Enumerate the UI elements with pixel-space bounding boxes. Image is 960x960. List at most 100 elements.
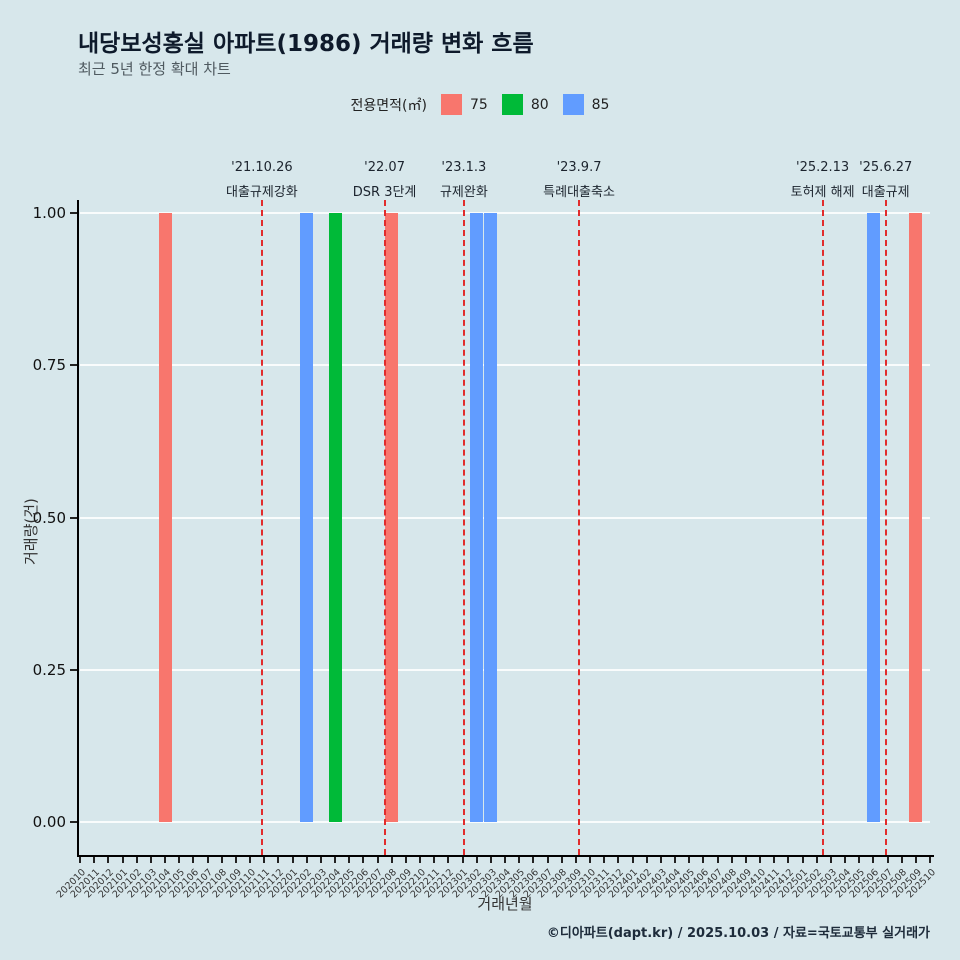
x-tick-mark [121, 857, 124, 863]
legend-item-label: 75 [469, 96, 488, 113]
event-desc: 특례대출축소 [543, 185, 615, 200]
x-tick-mark [447, 857, 450, 863]
event-line [578, 200, 581, 855]
x-tick-mark [617, 857, 620, 863]
x-tick-mark [829, 857, 832, 863]
x-tick-mark [858, 857, 861, 863]
x-tick-mark [744, 857, 747, 863]
event-desc: 규제완화 [439, 185, 488, 200]
x-tick-mark [560, 857, 563, 863]
legend-item-80: 80 [501, 94, 549, 115]
x-tick-mark [319, 857, 322, 863]
y-tick-label: 0.00 [32, 813, 66, 831]
legend-swatch-icon [440, 94, 462, 115]
x-tick-mark [107, 857, 110, 863]
y-tick-mark [70, 668, 78, 671]
x-tick-mark [518, 857, 521, 863]
y-tick-label: 0.50 [32, 508, 66, 527]
y-tick-mark [70, 212, 78, 214]
event-line [462, 200, 465, 855]
x-tick-mark [433, 857, 436, 863]
x-tick-mark [475, 857, 478, 863]
x-tick-mark [589, 857, 591, 863]
bar-202302-85 [470, 213, 484, 822]
event-line [383, 200, 386, 855]
x-tick-mark [249, 857, 251, 863]
x-axis-label: 거래년월 [477, 895, 533, 913]
legend-swatch-icon [562, 94, 584, 115]
x-tick-mark [787, 857, 790, 863]
x-tick-mark [79, 857, 81, 863]
event-line [260, 200, 263, 855]
legend-item-75: 75 [440, 94, 488, 115]
x-tick-mark [674, 857, 676, 863]
x-tick-mark [929, 857, 931, 863]
event-date: '25.6.27 [859, 160, 913, 175]
legend-item-label: 80 [530, 96, 549, 113]
gridline [80, 821, 930, 823]
x-tick-mark [730, 857, 733, 863]
x-tick-mark [532, 857, 535, 863]
x-tick-mark [419, 857, 421, 863]
x-tick-mark [844, 857, 846, 863]
event-line [821, 200, 824, 855]
x-tick-mark [362, 857, 365, 863]
x-tick-mark [390, 857, 393, 863]
x-tick-mark [192, 857, 195, 863]
x-tick-mark [659, 857, 662, 863]
x-tick-mark [489, 857, 492, 863]
chart-subtitle: 최근 5년 한정 확대 차트 [78, 60, 231, 78]
x-tick-mark [348, 857, 351, 863]
y-tick-label: 0.25 [32, 660, 66, 679]
event-date: '25.2.13 [795, 160, 850, 175]
x-tick-mark [277, 857, 280, 863]
x-tick-mark [149, 857, 152, 863]
event-desc: 대출규제강화 [225, 185, 298, 200]
x-tick-mark [93, 857, 96, 863]
x-tick-mark [164, 857, 166, 863]
y-tick-label: 0.75 [32, 356, 66, 375]
x-tick-mark [206, 857, 209, 863]
x-tick-mark [773, 857, 776, 863]
x-tick-mark [404, 857, 407, 863]
bar-202202-85 [300, 213, 314, 822]
x-tick-mark [234, 857, 237, 863]
event-date: '21.10.26 [231, 160, 293, 175]
bar-202506-85 [866, 213, 880, 822]
y-axis-line [77, 200, 79, 855]
x-tick-mark [305, 857, 308, 863]
x-tick-mark [376, 857, 379, 863]
gridline [80, 364, 930, 367]
x-tick-mark [504, 857, 506, 863]
legend-title: 전용면적(㎡) [350, 97, 427, 114]
x-tick-mark [291, 857, 294, 863]
x-tick-mark [546, 857, 549, 863]
x-tick-mark [135, 857, 138, 863]
legend-item-85: 85 [562, 94, 609, 115]
x-tick-mark [688, 857, 691, 863]
event-line [884, 200, 887, 855]
y-tick-label: 1.00 [32, 204, 66, 222]
x-tick-mark [815, 857, 818, 863]
event-date: '23.1.3 [441, 160, 487, 175]
x-tick-mark [716, 857, 719, 863]
legend: 전용면적(㎡) 75 80 85 [0, 94, 960, 115]
x-tick-mark [263, 857, 266, 863]
x-tick-mark [603, 857, 606, 863]
x-tick-mark [220, 857, 223, 863]
x-tick-mark [914, 857, 917, 863]
x-tick-mark [574, 857, 577, 863]
legend-items: 75 80 85 [427, 94, 609, 115]
chart-title: 내당보성홍실 아파트(1986) 거래량 변화 흐름 [78, 31, 534, 57]
x-tick-mark [886, 857, 889, 863]
event-date: '22.07 [364, 160, 405, 175]
x-tick-mark [461, 857, 464, 863]
x-tick-mark [801, 857, 804, 863]
y-axis-label: 거래량(건) [22, 498, 40, 565]
bar-202208-75 [385, 213, 399, 822]
footer-credit: ©디아파트(dapt.kr) / 2025.10.03 / 자료=국토교통부 실… [546, 926, 930, 941]
y-tick-mark [70, 821, 78, 823]
event-desc: DSR 3단계 [352, 185, 417, 200]
